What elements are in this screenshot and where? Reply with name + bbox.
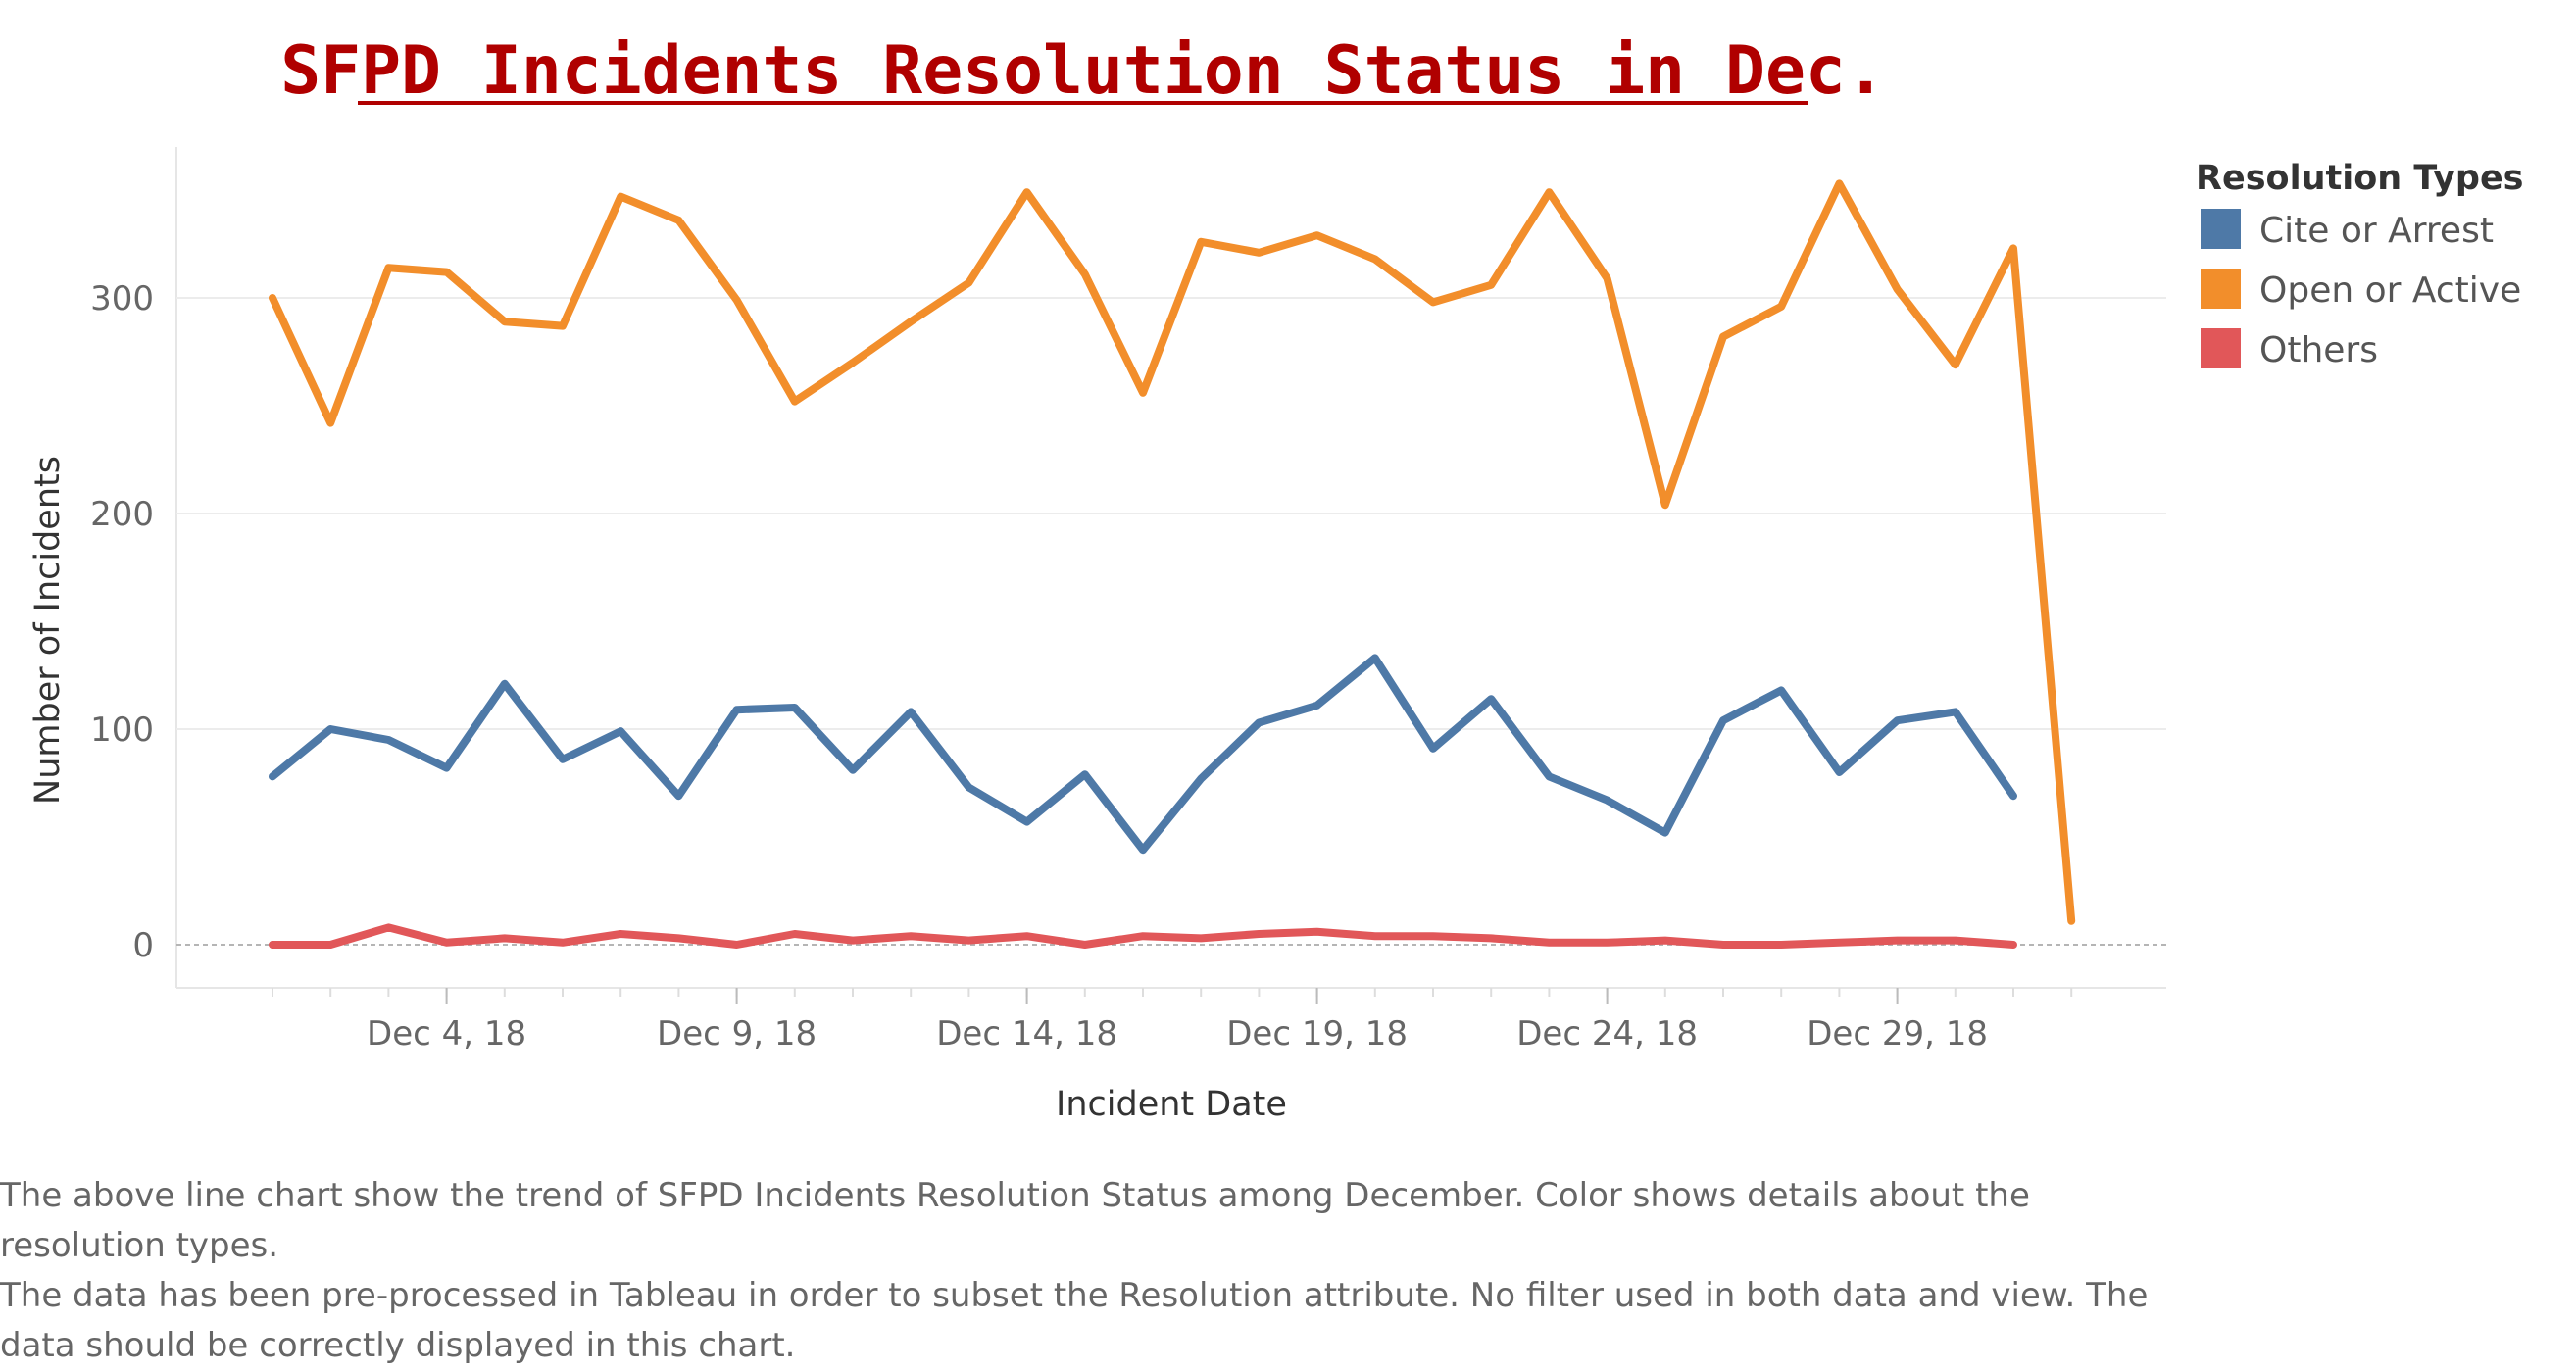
legend-swatch-open-or-active — [2201, 269, 2241, 309]
x-tick-label: Dec 4, 18 — [367, 1014, 526, 1053]
legend-swatch-cite-or-arrest — [2201, 209, 2241, 249]
chart-caption: The above line chart show the trend of S… — [0, 1171, 2196, 1371]
y-tick-label: 300 — [90, 279, 154, 318]
legend-items: Cite or Arrest Open or Active Others — [2201, 209, 2521, 370]
series-line-cite-or-arrest — [269, 654, 2017, 855]
legend-label-cite-or-arrest: Cite or Arrest — [2259, 211, 2494, 251]
y-tick-label: 0 — [132, 926, 154, 965]
y-tick-label: 100 — [90, 710, 154, 750]
legend-label-others: Others — [2259, 330, 2378, 370]
y-tick-label: 200 — [90, 495, 154, 534]
x-tick-label: Dec 24, 18 — [1516, 1014, 1698, 1053]
y-axis-ticks: 0 100 200 300 — [90, 279, 154, 965]
legend: Resolution Types Cite or Arrest Open or A… — [2196, 159, 2524, 370]
series-line-others — [269, 923, 2017, 949]
x-axis-title: Incident Date — [1056, 1085, 1287, 1124]
y-axis-title: Number of Incidents — [28, 456, 68, 805]
x-tick-label: Dec 19, 18 — [1226, 1014, 1408, 1053]
x-tick-label: Dec 29, 18 — [1807, 1014, 1988, 1053]
series-line-open-or-active — [269, 179, 2076, 925]
x-axis-ticks: Dec 4, 18 Dec 9, 18 Dec 14, 18 Dec 19, 18 De… — [272, 988, 2073, 1053]
legend-label-open-or-active: Open or Active — [2259, 270, 2521, 311]
series-lines — [269, 179, 2076, 949]
x-tick-label: Dec 9, 18 — [657, 1014, 817, 1053]
x-tick-label: Dec 14, 18 — [936, 1014, 1117, 1053]
legend-swatch-others — [2201, 328, 2241, 368]
legend-title: Resolution Types — [2196, 159, 2524, 198]
caption-paragraph-2: The data has been pre-processed in Table… — [0, 1276, 2149, 1365]
caption-paragraph-1: The above line chart show the trend of S… — [0, 1176, 2030, 1265]
chart-title-underline — [358, 101, 1808, 105]
chart-title: SFPD Incidents Resolution Status in Dec. — [280, 32, 1886, 110]
grid — [175, 147, 2166, 989]
